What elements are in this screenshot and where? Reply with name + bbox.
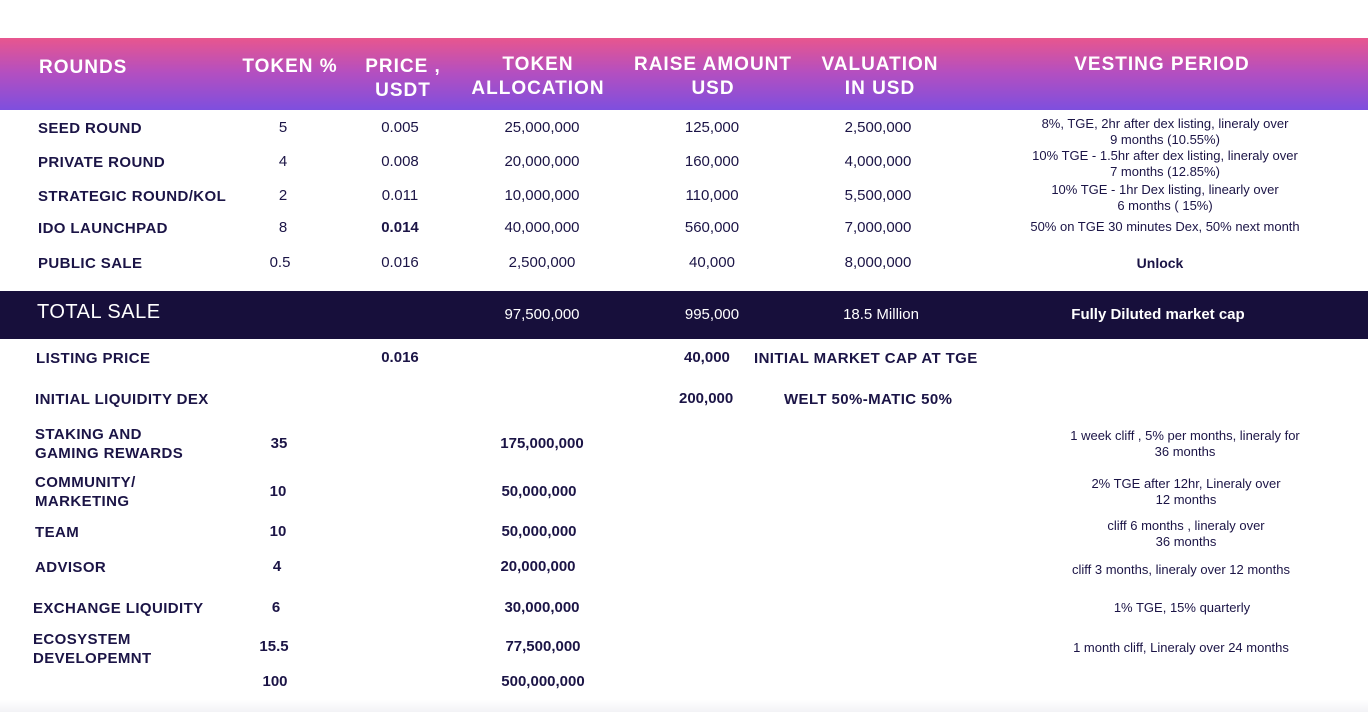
distribution-vesting: 1 week cliff , 5% per months, lineraly f… <box>1070 428 1300 459</box>
header-price: PRICE , USDT <box>365 56 441 101</box>
bottom-fade <box>0 700 1368 712</box>
round-valuation: 2,500,000 <box>844 119 912 136</box>
header-vesting-period: VESTING PERIOD <box>1074 54 1250 75</box>
distribution-name: ECOSYSTEM DEVELOPEMNT <box>33 631 152 667</box>
distribution-allocation: 175,000,000 <box>500 435 584 452</box>
round-raise: 560,000 <box>684 219 740 236</box>
total-sale-valuation: 18.5 Million <box>843 306 919 323</box>
distribution-allocation: 50,000,000 <box>501 523 577 540</box>
round-vesting: 10% TGE - 1.5hr after dex listing, liner… <box>1032 148 1298 179</box>
round-vesting: Unlock <box>1136 255 1184 271</box>
header-token-percent: TOKEN % <box>242 56 338 77</box>
liquidity-label: INITIAL LIQUIDITY DEX <box>35 391 209 408</box>
total-sale-raise: 995,000 <box>684 306 740 323</box>
round-raise: 40,000 <box>689 254 735 271</box>
round-price: 0.008 <box>381 153 419 170</box>
round-raise: 160,000 <box>684 153 740 170</box>
round-allocation: 25,000,000 <box>504 119 580 136</box>
round-valuation: 8,000,000 <box>844 254 912 271</box>
distribution-name: STAKING AND GAMING REWARDS <box>35 426 184 462</box>
round-token-pct: 8 <box>278 219 288 236</box>
distribution-pct: 6 <box>271 599 281 616</box>
header-rounds: ROUNDS <box>39 57 128 78</box>
round-valuation: 5,500,000 <box>844 187 912 204</box>
header-raise-amount: RAISE AMOUNT USD <box>633 54 793 99</box>
round-allocation: 10,000,000 <box>504 187 580 204</box>
total-allocation: 500,000,000 <box>501 673 585 690</box>
distribution-allocation: 50,000,000 <box>501 483 577 500</box>
round-name: PUBLIC SALE <box>38 255 143 272</box>
round-name: STRATEGIC ROUND/KOL <box>38 188 227 205</box>
distribution-allocation: 30,000,000 <box>504 599 580 616</box>
distribution-vesting: 1 month cliff, Lineraly over 24 months <box>1073 640 1289 655</box>
round-token-pct: 0.5 <box>269 254 291 271</box>
distribution-vesting: 2% TGE after 12hr, Lineraly over 12 month… <box>1091 476 1281 507</box>
round-name: IDO LAUNCHPAD <box>38 220 168 237</box>
round-price: 0.005 <box>381 119 419 136</box>
round-price: 0.016 <box>381 254 419 271</box>
liquidity-note: WELT 50%-MATIC 50% <box>784 391 953 408</box>
round-name: SEED ROUND <box>38 120 143 137</box>
distribution-name: COMMUNITY/MARKETING <box>35 474 136 510</box>
total-sale-label: TOTAL SALE <box>37 301 161 323</box>
header-token-allocation: TOKEN ALLOCATION <box>471 54 605 99</box>
total-sale-note: Fully Diluted market cap <box>1071 306 1245 323</box>
round-allocation: 40,000,000 <box>504 219 580 236</box>
liquidity-amount: 200,000 <box>679 390 734 407</box>
round-price: 0.014 <box>381 219 419 236</box>
round-raise: 125,000 <box>684 119 740 136</box>
round-token-pct: 5 <box>278 119 288 136</box>
distribution-allocation: 20,000,000 <box>500 558 576 575</box>
round-valuation: 7,000,000 <box>844 219 912 236</box>
distribution-vesting: cliff 3 months, lineraly over 12 months <box>1072 562 1290 577</box>
total-pct: 100 <box>262 673 288 690</box>
listing-note: INITIAL MARKET CAP AT TGE <box>754 350 978 367</box>
round-raise: 110,000 <box>685 187 739 204</box>
header-valuation: VALUATION IN USD <box>821 54 939 99</box>
round-token-pct: 4 <box>278 153 288 170</box>
round-token-pct: 2 <box>278 187 288 204</box>
round-name: PRIVATE ROUND <box>38 154 166 171</box>
round-vesting: 8%, TGE, 2hr after dex listing, lineraly… <box>1041 116 1289 147</box>
total-sale-row: TOTAL SALE 97,500,000 995,000 18.5 Milli… <box>0 291 1368 339</box>
round-valuation: 4,000,000 <box>844 153 912 170</box>
distribution-allocation: 77,500,000 <box>505 638 581 655</box>
listing-amount: 40,000 <box>684 349 730 366</box>
table-header: ROUNDS TOKEN % PRICE , USDT TOKEN ALLOCATI… <box>0 38 1368 110</box>
round-allocation: 2,500,000 <box>508 254 576 271</box>
round-vesting: 10% TGE - 1hr Dex listing, linearly over… <box>1051 182 1279 213</box>
distribution-pct: 10 <box>269 523 287 540</box>
distribution-pct: 35 <box>270 435 288 452</box>
distribution-vesting: cliff 6 months , lineraly over 36 months <box>1107 518 1265 549</box>
distribution-pct: 10 <box>269 483 287 500</box>
round-price: 0.011 <box>381 187 419 204</box>
total-sale-allocation: 97,500,000 <box>504 306 580 323</box>
listing-price-label: LISTING PRICE <box>36 350 151 367</box>
round-allocation: 20,000,000 <box>504 153 580 170</box>
distribution-name: EXCHANGE LIQUIDITY <box>33 600 204 617</box>
distribution-name: TEAM <box>35 524 80 541</box>
distribution-pct: 15.5 <box>259 638 289 655</box>
distribution-vesting: 1% TGE, 15% quarterly <box>1113 600 1251 615</box>
distribution-pct: 4 <box>272 558 282 575</box>
listing-price-value: 0.016 <box>381 349 419 366</box>
round-vesting: 50% on TGE 30 minutes Dex, 50% next mont… <box>1030 219 1300 234</box>
distribution-name: ADVISOR <box>35 559 107 576</box>
